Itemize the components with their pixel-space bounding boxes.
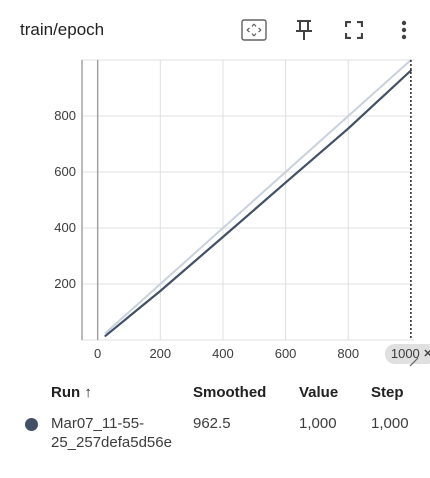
column-header-smoothed[interactable]: Smoothed (193, 384, 267, 401)
hover-x-label: 1000 (391, 346, 420, 361)
x-tick-label: 400 (212, 346, 234, 361)
pin-icon (296, 20, 312, 40)
x-tick-label: 200 (149, 346, 171, 361)
column-header-step[interactable]: Step (371, 384, 404, 401)
hover-x-chip (384, 344, 430, 364)
line-chart[interactable]: 200 400 600 800 0 200 400 600 800 1000 (0, 56, 430, 378)
run-name-line2: 25_257defa5d56e (51, 434, 172, 451)
card-header: train/epoch (0, 0, 430, 60)
y-tick-label: 800 (54, 108, 76, 123)
column-header-run[interactable]: Run ↑ (51, 384, 92, 401)
run-color-dot (25, 418, 38, 431)
run-name: Mar07_11-55- 25_257defa5d56e (51, 414, 172, 452)
y-tick-label: 400 (54, 220, 76, 235)
smoothed-value: 962.5 (193, 415, 231, 432)
resize-handle-icon (409, 357, 419, 367)
y-tick-label: 200 (54, 276, 76, 291)
x-tick-label: 0 (94, 346, 101, 361)
pin-button[interactable] (290, 16, 318, 44)
column-header-value[interactable]: Value (299, 384, 339, 401)
raw-series-line (104, 59, 412, 334)
fullscreen-icon (345, 21, 363, 39)
x-tick-label: 600 (275, 346, 297, 361)
fullscreen-button[interactable] (340, 16, 368, 44)
fit-domain-button[interactable] (240, 16, 268, 44)
fit-domain-icon (241, 19, 267, 41)
run-name-line1: Mar07_11-55- (51, 415, 145, 432)
y-tick-label: 600 (54, 164, 76, 179)
more-options-button[interactable] (390, 16, 418, 44)
more-vert-icon (401, 20, 407, 40)
smoothed-series-line (104, 69, 412, 337)
step-value: 1,000 (371, 415, 409, 432)
card-title: train/epoch (20, 20, 105, 39)
x-tick-label: 800 (337, 346, 359, 361)
raw-value: 1,000 (299, 415, 337, 432)
